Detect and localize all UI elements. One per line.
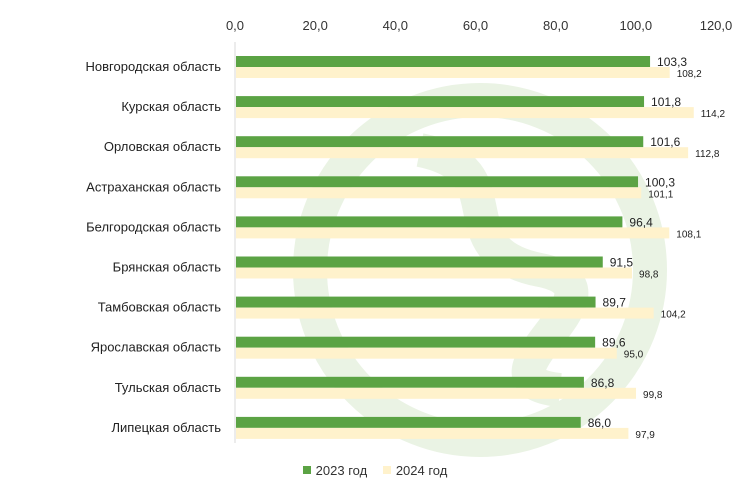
x-tick-label: 120,0: [700, 18, 733, 33]
bar-2023: [236, 296, 596, 308]
category-label: Брянская область: [113, 260, 222, 275]
data-label-2023: 91,5: [610, 256, 634, 270]
data-label-2024: 101,1: [648, 189, 673, 200]
bar-2024: [236, 187, 642, 199]
x-tick-label: 20,0: [303, 18, 328, 33]
bar-2024: [236, 267, 633, 279]
bar-2023: [236, 176, 639, 188]
data-label-2024: 108,2: [677, 69, 702, 80]
data-label-2024: 114,2: [701, 109, 726, 120]
category-label: Ярославская область: [91, 340, 222, 355]
data-label-2024: 104,2: [661, 310, 686, 321]
bar-2024: [236, 67, 670, 78]
bars: [236, 56, 694, 439]
data-label-2023: 103,3: [657, 55, 687, 69]
legend-label-2024: 2024 год: [395, 462, 448, 478]
category-label: Тульская область: [115, 380, 221, 395]
bar-2024: [236, 427, 629, 439]
x-axis-ticks: 0,0 20,0 40,0 60,0 80,0 100,0 120,0: [226, 18, 732, 33]
bar-2023: [236, 376, 584, 388]
bar-2023: [236, 336, 596, 348]
bar-2023: [236, 216, 623, 228]
data-label-2024: 112,8: [695, 149, 720, 160]
bar-2023: [236, 136, 644, 148]
bar-2023: [236, 256, 603, 268]
data-label-2023: 101,6: [650, 135, 680, 149]
data-label-2024: 99,8: [643, 390, 663, 401]
legend-item-2023: 2023 год: [302, 462, 368, 478]
bar-2023: [236, 56, 651, 67]
x-tick-label: 0,0: [226, 18, 244, 33]
bar-2024: [236, 107, 694, 119]
legend-swatch-2024: [382, 466, 391, 474]
legend-label-2023: 2023 год: [315, 462, 368, 478]
x-tick-label: 100,0: [620, 18, 653, 33]
legend: 2023 год 2024 год: [0, 462, 750, 478]
bar-2024: [236, 307, 654, 319]
category-label: Новгородская область: [86, 59, 222, 74]
bar-2024: [236, 147, 689, 159]
bar-2024: [236, 347, 617, 359]
x-tick-label: 40,0: [383, 18, 408, 33]
bar-2023: [236, 416, 581, 428]
data-label-2024: 108,1: [676, 229, 701, 240]
bar-2024: [236, 227, 670, 239]
data-label-2023: 100,3: [645, 175, 675, 189]
data-label-2023: 89,7: [603, 296, 627, 310]
category-label: Курская область: [121, 99, 221, 114]
bar-2023: [236, 96, 645, 108]
data-label-2024: 97,9: [635, 430, 655, 441]
legend-item-2024: 2024 год: [382, 462, 448, 478]
data-label-2023: 89,6: [602, 336, 626, 350]
legend-swatch-2023: [302, 466, 311, 474]
x-tick-label: 80,0: [543, 18, 568, 33]
data-label-2023: 101,8: [651, 95, 681, 109]
category-label: Астраханская область: [86, 179, 221, 194]
x-tick-label: 60,0: [463, 18, 488, 33]
data-label-2023: 96,4: [629, 215, 653, 229]
category-label: Тамбовская область: [98, 300, 222, 315]
data-label-2023: 86,8: [591, 376, 615, 390]
category-labels: Новгородская область Курская область Орлов…: [86, 59, 222, 435]
category-label: Белгородская область: [86, 219, 221, 234]
bar-2024: [236, 387, 637, 399]
category-label: Липецкая область: [112, 420, 222, 435]
data-label-2024: 98,8: [639, 270, 659, 281]
category-label: Орловская область: [104, 139, 221, 154]
data-label-2023: 86,0: [588, 416, 612, 430]
data-label-2024: 95,0: [624, 350, 644, 361]
